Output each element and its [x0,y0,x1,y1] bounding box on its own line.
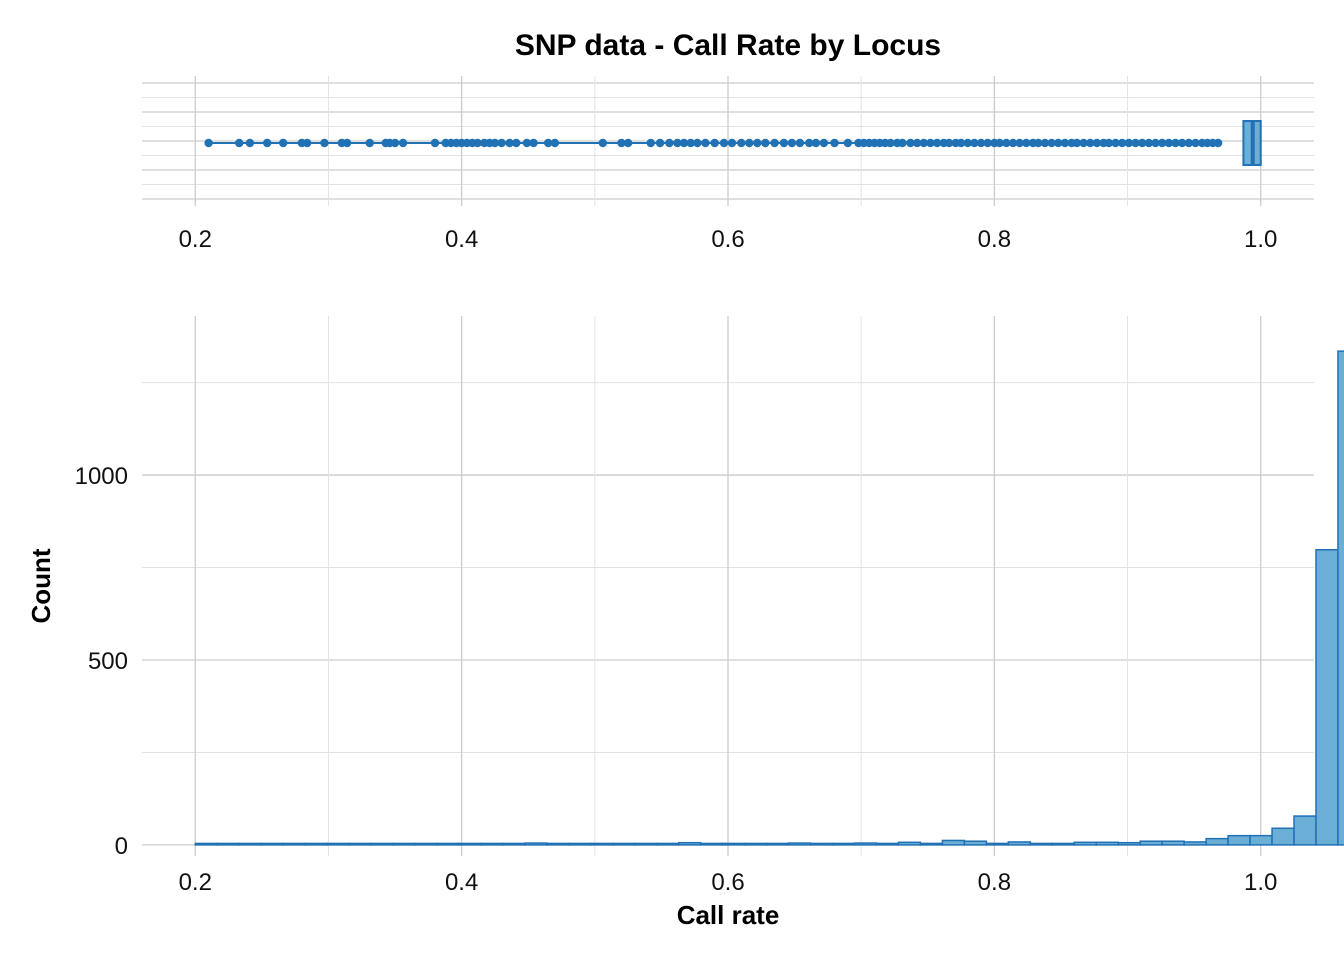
histogram-bar [282,842,306,846]
boxplot-x-ticks: 0.2 0.4 0.6 0.8 1.0 [179,226,1278,253]
histogram-x-tick-label: 0.8 [978,869,1011,896]
histogram-y-tick-label: 0 [115,833,128,860]
histogram-bar [677,841,702,846]
histogram-bar [458,842,482,846]
histogram-bar [1073,841,1097,846]
histogram-bar [1095,841,1119,846]
histogram-bar [568,842,592,846]
histogram-bar [260,842,284,846]
histogram-y-tick-label: 1000 [75,463,128,490]
histogram-bar [502,842,526,846]
histogram-bar [634,842,658,846]
boxplot-x-tick-label: 1.0 [1244,226,1277,253]
histogram-bar [721,842,746,846]
boxplot-box [208,120,1262,166]
histogram-bar [304,842,328,846]
histogram-bar [1205,837,1229,846]
histogram-gridlines [142,316,1314,856]
histogram-x-ticks: 0.2 0.4 0.6 0.8 1.0 [179,869,1278,896]
histogram-bar [392,842,416,846]
histogram-bar [216,842,240,846]
histogram-bar [743,842,768,846]
histogram-bar [612,842,636,846]
histogram-bar [1007,841,1032,846]
histogram-bar [985,842,1010,846]
histogram-bar [1249,834,1273,846]
boxplot-x-tick-label: 0.4 [445,226,478,253]
histogram-bar [831,842,856,846]
histogram-bar [1271,827,1295,846]
histogram-bar [1029,842,1054,846]
boxplot-x-tick-label: 0.2 [179,226,212,253]
histogram-bar [875,842,900,846]
histogram-bar [238,842,262,846]
histogram-bar [941,839,966,846]
histogram-bar [546,842,570,846]
boxplot-x-tick-label: 0.8 [978,226,1011,253]
chart-title: SNP data - Call Rate by Locus [515,29,941,62]
histogram-x-tick-label: 0.4 [445,869,478,896]
histogram-bar [1293,815,1317,846]
histogram-bar [1161,840,1185,846]
histogram-y-tick-label: 500 [88,648,128,675]
histogram-x-tick-label: 1.0 [1244,869,1277,896]
histogram-bar [414,842,438,846]
histogram-bar [853,842,878,846]
histogram-x-tick-label: 0.2 [179,869,212,896]
histogram-bar [1139,840,1163,846]
histogram-bar [1227,834,1251,846]
histogram-bar [787,842,812,846]
histogram-x-tick-label: 0.6 [711,869,744,896]
boxplot-x-tick-label: 0.6 [711,226,744,253]
histogram-bar [524,842,548,846]
histogram-bar [348,842,372,846]
histogram-bars [194,350,1344,846]
histogram-bar [1315,549,1339,846]
histogram-bar [194,842,218,846]
histogram-bar [370,842,394,846]
histogram-bar [590,842,614,846]
histogram-bar [1337,350,1344,846]
histogram-bar [480,842,504,846]
histogram-bar [1183,841,1207,846]
histogram-panel: 0.2 0.4 0.6 0.8 1.0 0 500 1000 [75,316,1344,896]
histogram-bar [699,842,724,846]
histogram-bar [1051,842,1076,846]
histogram-bar [897,841,922,846]
histogram-y-ticks: 0 500 1000 [75,463,128,860]
histogram-bar [1117,841,1141,846]
y-axis-title: Count [26,548,56,623]
x-axis-title: Call rate [677,900,780,930]
histogram-bar [655,842,680,846]
histogram-bar [765,842,790,846]
histogram-bar [963,840,988,846]
histogram-bar [809,842,834,846]
histogram-bar [326,842,350,846]
histogram-bar [919,842,944,846]
boxplot-panel: 0.2 0.4 0.6 0.8 1.0 [142,76,1314,253]
histogram-bar [436,842,460,846]
